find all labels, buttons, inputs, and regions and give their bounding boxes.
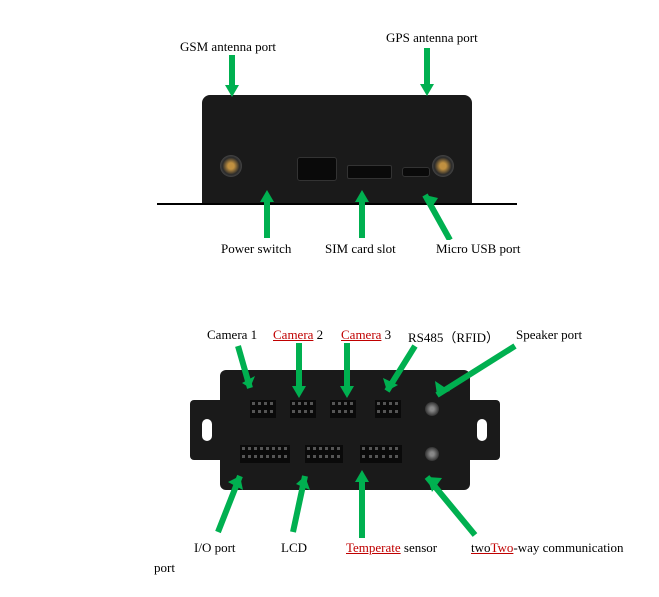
device-top-view: [202, 95, 472, 205]
arrow-temp: [355, 470, 369, 538]
label-twoway: twoTwo-way communication: [471, 540, 624, 556]
label-temp: Temperate sensor: [346, 540, 437, 556]
label-cam2: Camera 2: [273, 327, 323, 343]
label-gps: GPS antenna port: [386, 30, 478, 46]
sim-slot: [347, 165, 392, 179]
port-cam2: [290, 400, 316, 418]
arrow-lcd: [290, 470, 310, 538]
port-cam3: [330, 400, 356, 418]
arrow-power: [260, 190, 274, 238]
arrow-gps: [420, 48, 434, 96]
arrow-speaker: [430, 343, 520, 403]
arrow-cam2: [292, 343, 306, 398]
port-io: [240, 445, 290, 463]
label-cam1: Camera 1: [207, 327, 257, 343]
arrow-twoway: [420, 470, 480, 540]
label-io: I/O port: [194, 540, 236, 556]
arrow-io: [215, 470, 245, 538]
power-switch-slot: [297, 157, 337, 181]
gsm-connector: [220, 155, 242, 177]
port-temp: [360, 445, 402, 463]
port-rs485: [375, 400, 401, 418]
arrow-gsm: [225, 55, 239, 97]
arrow-usb: [420, 190, 460, 240]
label-usb: Micro USB port: [436, 241, 521, 257]
label-power: Power switch: [221, 241, 291, 257]
port-speaker: [425, 402, 439, 416]
port-twoway: [425, 447, 439, 461]
label-speaker: Speaker port: [516, 327, 582, 343]
label-sim: SIM card slot: [325, 241, 396, 257]
label-port: port: [154, 560, 175, 576]
flange-right: [465, 400, 500, 460]
usb-slot: [402, 167, 430, 177]
arrow-cam1: [235, 343, 255, 398]
label-cam3: Camera 3: [341, 327, 391, 343]
gps-connector: [432, 155, 454, 177]
port-lcd: [305, 445, 343, 463]
arrow-sim: [355, 190, 369, 238]
port-cam1: [250, 400, 276, 418]
label-lcd: LCD: [281, 540, 307, 556]
arrow-rs485: [380, 343, 420, 398]
label-gsm: GSM antenna port: [180, 39, 276, 55]
arrow-cam3: [340, 343, 354, 398]
